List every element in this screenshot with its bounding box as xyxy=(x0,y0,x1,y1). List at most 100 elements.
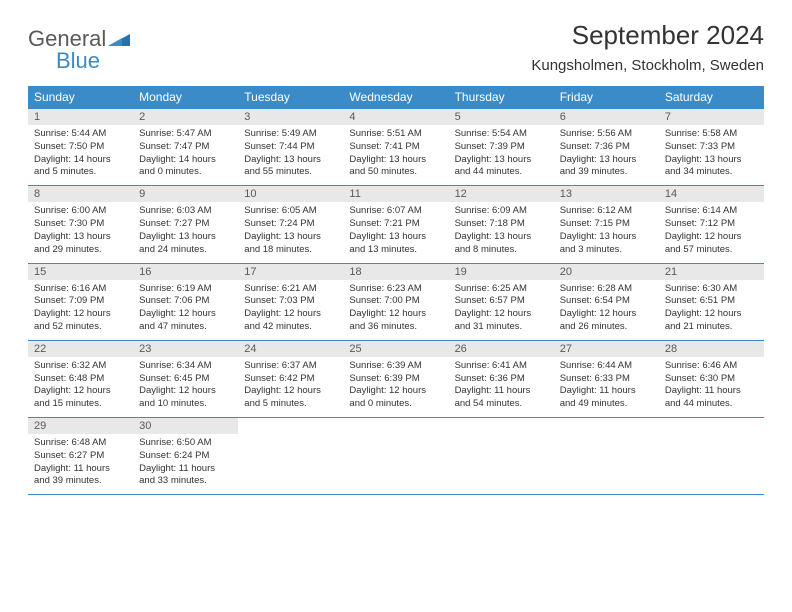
sunrise-line: Sunrise: 6:41 AM xyxy=(455,360,548,373)
sunset-line: Sunset: 6:36 PM xyxy=(455,373,548,386)
calendar-row: 29Sunrise: 6:48 AMSunset: 6:27 PMDayligh… xyxy=(28,418,764,495)
sunset-line: Sunset: 7:47 PM xyxy=(139,141,232,154)
day-details: Sunrise: 6:09 AMSunset: 7:18 PMDaylight:… xyxy=(449,202,554,262)
day-number: 30 xyxy=(133,418,238,434)
day-details: Sunrise: 6:05 AMSunset: 7:24 PMDaylight:… xyxy=(238,202,343,262)
day-number: 5 xyxy=(449,109,554,125)
day-number: 8 xyxy=(28,186,133,202)
daylight-line: Daylight: 12 hours and 31 minutes. xyxy=(455,308,548,334)
calendar-body: 1Sunrise: 5:44 AMSunset: 7:50 PMDaylight… xyxy=(28,109,764,495)
sunset-line: Sunset: 7:06 PM xyxy=(139,295,232,308)
title-block: September 2024 Kungsholmen, Stockholm, S… xyxy=(531,20,764,74)
sunrise-line: Sunrise: 6:28 AM xyxy=(560,283,653,296)
day-number: 16 xyxy=(133,264,238,280)
daylight-line: Daylight: 13 hours and 8 minutes. xyxy=(455,231,548,257)
sunrise-line: Sunrise: 6:46 AM xyxy=(665,360,758,373)
calendar-cell: 7Sunrise: 5:58 AMSunset: 7:33 PMDaylight… xyxy=(659,109,764,186)
day-number: 25 xyxy=(343,341,448,357)
daylight-line: Daylight: 13 hours and 3 minutes. xyxy=(560,231,653,257)
calendar-cell: 3Sunrise: 5:49 AMSunset: 7:44 PMDaylight… xyxy=(238,109,343,186)
day-details: Sunrise: 6:25 AMSunset: 6:57 PMDaylight:… xyxy=(449,280,554,340)
sunset-line: Sunset: 7:44 PM xyxy=(244,141,337,154)
sunrise-line: Sunrise: 6:30 AM xyxy=(665,283,758,296)
sunrise-line: Sunrise: 6:34 AM xyxy=(139,360,232,373)
daylight-line: Daylight: 13 hours and 39 minutes. xyxy=(560,154,653,180)
daylight-line: Daylight: 11 hours and 33 minutes. xyxy=(139,463,232,489)
daylight-line: Daylight: 13 hours and 50 minutes. xyxy=(349,154,442,180)
calendar-cell: 29 Sunrise: 6:48 AMSunset: 6:27 PMDayligh… xyxy=(28,418,133,495)
sunrise-line: Sunrise: 6:48 AM xyxy=(34,437,127,450)
sunset-line: Sunset: 7:39 PM xyxy=(455,141,548,154)
calendar-cell xyxy=(343,418,448,495)
daylight-line: Daylight: 14 hours and 5 minutes. xyxy=(34,154,127,180)
sunset-line: Sunset: 6:39 PM xyxy=(349,373,442,386)
daylight-line: Daylight: 12 hours and 26 minutes. xyxy=(560,308,653,334)
day-number: 19 xyxy=(449,264,554,280)
calendar-row: 8Sunrise: 6:00 AMSunset: 7:30 PMDaylight… xyxy=(28,186,764,263)
day-number: 29 xyxy=(28,418,133,434)
sunrise-line: Sunrise: 6:21 AM xyxy=(244,283,337,296)
day-number: 4 xyxy=(343,109,448,125)
logo: General Blue xyxy=(28,20,130,74)
sunset-line: Sunset: 6:51 PM xyxy=(665,295,758,308)
calendar-cell: 15Sunrise: 6:16 AMSunset: 7:09 PMDayligh… xyxy=(28,263,133,340)
day-number: 20 xyxy=(554,264,659,280)
daylight-line: Daylight: 13 hours and 24 minutes. xyxy=(139,231,232,257)
day-number: 13 xyxy=(554,186,659,202)
sunrise-line: Sunrise: 6:03 AM xyxy=(139,205,232,218)
day-details: Sunrise: 5:44 AMSunset: 7:50 PMDaylight:… xyxy=(28,125,133,185)
sunrise-line: Sunrise: 6:32 AM xyxy=(34,360,127,373)
day-details: Sunrise: 6:21 AMSunset: 7:03 PMDaylight:… xyxy=(238,280,343,340)
sunrise-line: Sunrise: 6:16 AM xyxy=(34,283,127,296)
day-number: 14 xyxy=(659,186,764,202)
day-details: Sunrise: 6:44 AMSunset: 6:33 PMDaylight:… xyxy=(554,357,659,417)
daylight-line: Daylight: 12 hours and 36 minutes. xyxy=(349,308,442,334)
day-details: Sunrise: 6:23 AMSunset: 7:00 PMDaylight:… xyxy=(343,280,448,340)
sunset-line: Sunset: 6:27 PM xyxy=(34,450,127,463)
calendar-cell: 27Sunrise: 6:44 AMSunset: 6:33 PMDayligh… xyxy=(554,340,659,417)
daylight-line: Daylight: 13 hours and 55 minutes. xyxy=(244,154,337,180)
calendar-cell: 19Sunrise: 6:25 AMSunset: 6:57 PMDayligh… xyxy=(449,263,554,340)
sunset-line: Sunset: 7:18 PM xyxy=(455,218,548,231)
daylight-line: Daylight: 11 hours and 49 minutes. xyxy=(560,385,653,411)
month-title: September 2024 xyxy=(531,20,764,51)
calendar-cell: 17Sunrise: 6:21 AMSunset: 7:03 PMDayligh… xyxy=(238,263,343,340)
sunrise-line: Sunrise: 5:47 AM xyxy=(139,128,232,141)
day-details: Sunrise: 6:00 AMSunset: 7:30 PMDaylight:… xyxy=(28,202,133,262)
daylight-line: Daylight: 14 hours and 0 minutes. xyxy=(139,154,232,180)
sunrise-line: Sunrise: 6:14 AM xyxy=(665,205,758,218)
calendar-cell: 22Sunrise: 6:32 AMSunset: 6:48 PMDayligh… xyxy=(28,340,133,417)
day-details: Sunrise: 6:28 AMSunset: 6:54 PMDaylight:… xyxy=(554,280,659,340)
calendar-cell: 21Sunrise: 6:30 AMSunset: 6:51 PMDayligh… xyxy=(659,263,764,340)
sunrise-line: Sunrise: 6:39 AM xyxy=(349,360,442,373)
calendar-row: 15Sunrise: 6:16 AMSunset: 7:09 PMDayligh… xyxy=(28,263,764,340)
day-number: 23 xyxy=(133,341,238,357)
sunrise-line: Sunrise: 6:23 AM xyxy=(349,283,442,296)
day-details: Sunrise: 6:32 AMSunset: 6:48 PMDaylight:… xyxy=(28,357,133,417)
daylight-line: Daylight: 12 hours and 52 minutes. xyxy=(34,308,127,334)
day-number: 11 xyxy=(343,186,448,202)
calendar-cell: 10Sunrise: 6:05 AMSunset: 7:24 PMDayligh… xyxy=(238,186,343,263)
sunrise-line: Sunrise: 6:12 AM xyxy=(560,205,653,218)
sunset-line: Sunset: 6:30 PM xyxy=(665,373,758,386)
calendar-cell: 11Sunrise: 6:07 AMSunset: 7:21 PMDayligh… xyxy=(343,186,448,263)
day-number: 6 xyxy=(554,109,659,125)
daylight-line: Daylight: 11 hours and 39 minutes. xyxy=(34,463,127,489)
daylight-line: Daylight: 12 hours and 5 minutes. xyxy=(244,385,337,411)
day-number: 28 xyxy=(659,341,764,357)
daylight-line: Daylight: 12 hours and 47 minutes. xyxy=(139,308,232,334)
day-details: Sunrise: 5:58 AMSunset: 7:33 PMDaylight:… xyxy=(659,125,764,185)
sunset-line: Sunset: 7:50 PM xyxy=(34,141,127,154)
weekday-header: Friday xyxy=(554,86,659,109)
daylight-line: Daylight: 12 hours and 0 minutes. xyxy=(349,385,442,411)
daylight-line: Daylight: 13 hours and 34 minutes. xyxy=(665,154,758,180)
sunrise-line: Sunrise: 5:54 AM xyxy=(455,128,548,141)
sunset-line: Sunset: 6:33 PM xyxy=(560,373,653,386)
sunset-line: Sunset: 7:00 PM xyxy=(349,295,442,308)
day-number: 1 xyxy=(28,109,133,125)
day-number: 27 xyxy=(554,341,659,357)
weekday-header: Sunday xyxy=(28,86,133,109)
daylight-line: Daylight: 11 hours and 44 minutes. xyxy=(665,385,758,411)
calendar-cell: 23Sunrise: 6:34 AMSunset: 6:45 PMDayligh… xyxy=(133,340,238,417)
day-details: Sunrise: 6:12 AMSunset: 7:15 PMDaylight:… xyxy=(554,202,659,262)
